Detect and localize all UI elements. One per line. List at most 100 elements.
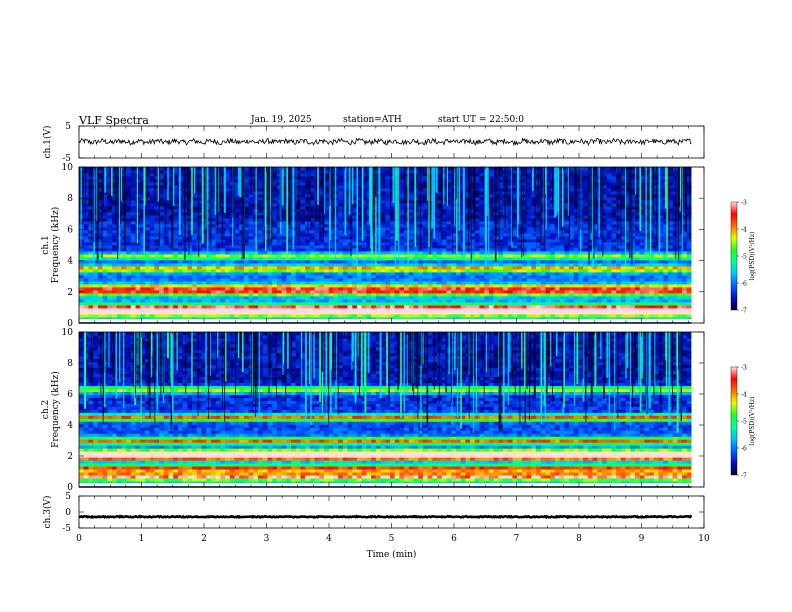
spectrogram-cell <box>569 314 575 318</box>
spectrogram-cell <box>451 296 457 300</box>
spectrogram-cell <box>225 245 231 249</box>
spectrogram-cell <box>352 257 358 261</box>
spectrogram-cell <box>130 275 136 279</box>
spectrogram-cell <box>356 251 363 255</box>
spectrogram-cell <box>658 230 664 234</box>
spectrogram-cell <box>399 242 405 246</box>
spectrogram-cell <box>682 296 688 300</box>
spectrogram-cell <box>149 233 155 237</box>
spectrogram-cell <box>196 266 202 270</box>
spectrogram-cell <box>385 236 391 240</box>
spectrogram-cell <box>677 284 683 288</box>
spectrogram-cell <box>564 272 570 276</box>
spectrogram-cell <box>173 209 179 213</box>
spectrogram-cell <box>686 275 692 279</box>
spectrogram-cell <box>201 272 207 276</box>
spectrogram-cell <box>267 314 273 318</box>
spectrogram-cell <box>356 260 363 264</box>
spectrogram-cell <box>281 305 287 309</box>
spectrogram-cell <box>503 245 509 249</box>
spectrogram-cell <box>422 209 429 213</box>
spectrogram-cell <box>649 230 655 234</box>
spectrogram-cell <box>620 266 626 270</box>
spectrogram-cell <box>314 221 320 225</box>
spectrogram-cell <box>229 293 235 297</box>
spectrogram-cell <box>111 242 118 246</box>
spectrogram-cell <box>215 236 221 240</box>
spectrogram-cell <box>616 212 622 216</box>
spectrogram-cell <box>366 284 372 288</box>
spectrogram-cell <box>163 284 169 288</box>
spectrogram-cell <box>258 218 264 222</box>
spectrogram-cell <box>168 248 174 252</box>
spectrogram-cell <box>507 314 513 318</box>
spectrogram-cell <box>88 314 94 318</box>
spectrogram-cell <box>305 290 311 294</box>
spectrogram-cell <box>441 284 447 288</box>
spectrogram-cell <box>451 284 457 288</box>
spectrogram-cell <box>309 287 315 291</box>
spectrogram-cell <box>644 266 650 270</box>
spectrogram-cell <box>314 263 320 267</box>
spectrogram-cell <box>601 311 608 315</box>
spectrogram-cell <box>220 302 226 306</box>
spectrogram-cell <box>634 239 641 243</box>
spectrogram-cell <box>385 293 391 297</box>
spectrogram-cell <box>592 308 598 312</box>
spectrogram-cell <box>192 230 198 234</box>
spectrogram-cell <box>253 275 259 279</box>
spectrogram-cell <box>83 266 89 270</box>
spectrogram-cell <box>229 263 235 267</box>
spectrogram-cell <box>342 305 348 309</box>
spectrogram-cell <box>465 254 471 258</box>
spectrogram-cell <box>159 254 165 258</box>
spectrogram-cell <box>526 230 532 234</box>
spectrogram-cell <box>79 233 85 237</box>
spectrogram-cell <box>620 242 626 246</box>
spectrogram-cell <box>356 302 363 306</box>
spectrogram-cell <box>488 248 495 252</box>
spectrogram-cell <box>658 242 664 246</box>
spectrogram-cell <box>672 311 678 315</box>
spectrogram-cell <box>639 221 645 225</box>
spectrogram-cell <box>253 263 259 267</box>
spectrogram-cell <box>319 239 325 243</box>
spectrogram-cell <box>281 257 287 261</box>
spectrogram-cell <box>196 248 202 252</box>
spectrogram-cell <box>234 260 240 264</box>
spectrogram-cell <box>451 227 457 231</box>
spectrogram-cell <box>404 278 410 282</box>
spectrogram-cell <box>225 296 231 300</box>
spectrogram-cell <box>545 278 551 282</box>
spectrogram-cell <box>262 260 268 264</box>
spectrogram-cell <box>361 293 367 297</box>
spectrogram-cell <box>262 287 268 291</box>
spectrogram-cell <box>503 254 509 258</box>
spectrogram-cell <box>243 218 250 222</box>
spectrogram-cell <box>394 272 400 276</box>
spectrogram-cell <box>432 245 438 249</box>
spectrogram-cell <box>578 269 584 273</box>
spectrogram-cell <box>286 302 292 306</box>
spectrogram-cell <box>682 260 688 264</box>
spectrogram-cell <box>225 269 231 273</box>
spectrogram-cell <box>88 245 94 249</box>
spectrogram-cell <box>380 275 386 279</box>
spectrogram-cell <box>201 302 207 306</box>
spectrogram-cell <box>587 224 593 228</box>
spectrogram-cell <box>536 236 542 240</box>
spectrogram-cell <box>418 317 424 321</box>
spectrogram-cell <box>291 263 297 267</box>
spectrogram-cell <box>592 212 598 216</box>
spectrogram-cell <box>154 314 160 318</box>
spectrogram-cell <box>465 308 471 312</box>
spectrogram-cell <box>163 227 169 231</box>
spectrogram-cell <box>653 263 659 267</box>
spectrogram-cell <box>653 269 659 273</box>
spectrogram-cell <box>229 275 235 279</box>
spectrogram-cell <box>592 269 598 273</box>
spectrogram-cell <box>111 281 118 285</box>
spectrogram-cell <box>484 287 490 291</box>
spectrogram-cell <box>446 263 452 267</box>
spectrogram-cell <box>267 260 273 264</box>
